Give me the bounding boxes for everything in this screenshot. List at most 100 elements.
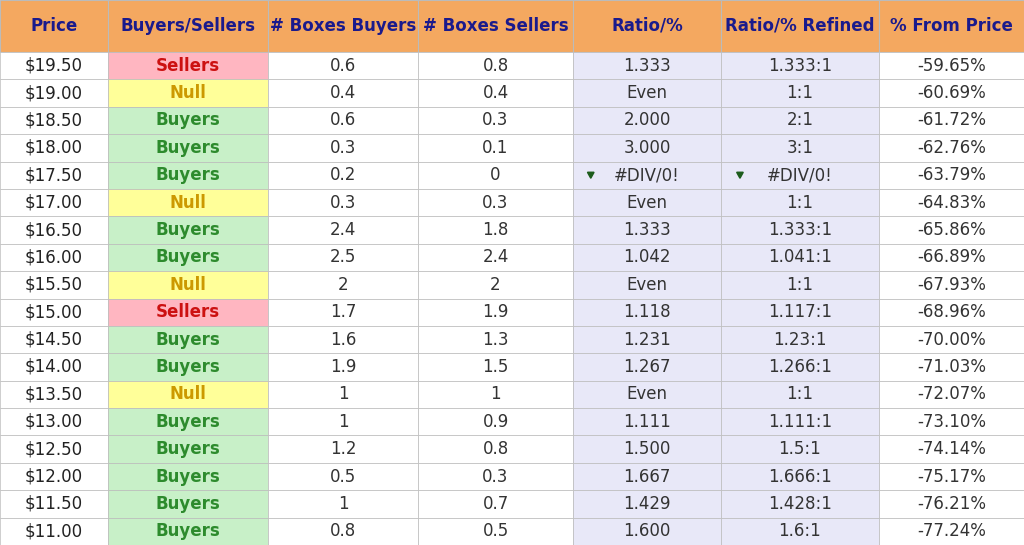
Bar [268, 52, 418, 80]
Bar [573, 107, 721, 134]
Bar [879, 189, 1024, 216]
Bar [108, 435, 268, 463]
Bar [721, 161, 879, 189]
Text: $12.00: $12.00 [25, 468, 83, 486]
Bar [721, 353, 879, 380]
Bar [0, 161, 108, 189]
Bar [418, 189, 573, 216]
Text: Price: Price [31, 17, 78, 35]
Text: Null: Null [170, 276, 207, 294]
Bar [879, 380, 1024, 408]
Bar [418, 52, 573, 80]
Text: 1.266:1: 1.266:1 [768, 358, 831, 376]
Bar [573, 189, 721, 216]
Bar [0, 490, 108, 518]
Text: 1.5: 1.5 [482, 358, 509, 376]
Bar [268, 244, 418, 271]
Text: 2: 2 [338, 276, 348, 294]
Bar [0, 80, 108, 107]
Bar [268, 463, 418, 490]
Bar [573, 490, 721, 518]
Text: 1.9: 1.9 [330, 358, 356, 376]
Bar [418, 107, 573, 134]
Text: Buyers: Buyers [156, 331, 220, 349]
Text: -68.96%: -68.96% [918, 303, 986, 321]
Text: -74.14%: -74.14% [918, 440, 986, 458]
Bar [573, 161, 721, 189]
Bar [108, 0, 268, 52]
Bar [573, 52, 721, 80]
Text: 1.600: 1.600 [624, 522, 671, 540]
Text: 1.111:1: 1.111:1 [768, 413, 833, 431]
Text: Buyers: Buyers [156, 468, 220, 486]
Text: $15.50: $15.50 [25, 276, 83, 294]
Text: $13.50: $13.50 [25, 385, 83, 403]
Bar [721, 244, 879, 271]
Bar [268, 326, 418, 353]
Text: Buyers/Sellers: Buyers/Sellers [121, 17, 256, 35]
Text: 1.3: 1.3 [482, 331, 509, 349]
Bar [0, 271, 108, 299]
Text: 1: 1 [490, 385, 501, 403]
Text: 0.8: 0.8 [330, 522, 356, 540]
Bar [268, 271, 418, 299]
Text: 0.4: 0.4 [330, 84, 356, 102]
Bar [108, 80, 268, 107]
Text: 1.6:1: 1.6:1 [778, 522, 821, 540]
Bar [418, 271, 573, 299]
Text: 1.333: 1.333 [624, 221, 671, 239]
Text: 2:1: 2:1 [786, 112, 813, 130]
Bar [268, 0, 418, 52]
Text: 1:1: 1:1 [786, 276, 813, 294]
Text: 1.666:1: 1.666:1 [768, 468, 831, 486]
Text: 0.4: 0.4 [482, 84, 509, 102]
Bar [418, 408, 573, 435]
Bar [879, 161, 1024, 189]
Text: $16.50: $16.50 [25, 221, 83, 239]
Text: 0.3: 0.3 [330, 193, 356, 211]
Text: $18.50: $18.50 [25, 112, 83, 130]
Bar [108, 326, 268, 353]
Bar [879, 490, 1024, 518]
Text: Null: Null [170, 385, 207, 403]
Text: $11.50: $11.50 [25, 495, 83, 513]
Text: $19.50: $19.50 [25, 57, 83, 75]
Text: 1.6: 1.6 [330, 331, 356, 349]
Text: Buyers: Buyers [156, 413, 220, 431]
Bar [268, 299, 418, 326]
Bar [108, 161, 268, 189]
Text: Sellers: Sellers [156, 303, 220, 321]
Text: -59.65%: -59.65% [918, 57, 986, 75]
Bar [0, 299, 108, 326]
Text: 1: 1 [338, 413, 348, 431]
Text: % From Price: % From Price [890, 17, 1013, 35]
Bar [879, 326, 1024, 353]
Text: 2.4: 2.4 [482, 249, 509, 267]
Text: $17.00: $17.00 [25, 193, 83, 211]
Bar [573, 80, 721, 107]
Bar [721, 80, 879, 107]
Bar [573, 299, 721, 326]
Text: -62.76%: -62.76% [918, 139, 986, 157]
Text: $16.00: $16.00 [25, 249, 83, 267]
Text: Null: Null [170, 84, 207, 102]
Text: 1.118: 1.118 [624, 303, 671, 321]
Text: Buyers: Buyers [156, 166, 220, 184]
Text: -76.21%: -76.21% [918, 495, 986, 513]
Bar [0, 189, 108, 216]
Text: #DIV/0!: #DIV/0! [614, 166, 680, 184]
Text: Sellers: Sellers [156, 57, 220, 75]
Bar [721, 299, 879, 326]
Text: -63.79%: -63.79% [918, 166, 986, 184]
Text: Even: Even [627, 276, 668, 294]
Text: 0.6: 0.6 [330, 112, 356, 130]
Text: 1.8: 1.8 [482, 221, 509, 239]
Bar [721, 271, 879, 299]
Text: 0.6: 0.6 [330, 57, 356, 75]
Bar [0, 435, 108, 463]
Bar [721, 518, 879, 545]
Text: # Boxes Buyers: # Boxes Buyers [270, 17, 416, 35]
Text: 0.5: 0.5 [482, 522, 509, 540]
Text: 0.3: 0.3 [330, 139, 356, 157]
Text: -77.24%: -77.24% [918, 522, 986, 540]
